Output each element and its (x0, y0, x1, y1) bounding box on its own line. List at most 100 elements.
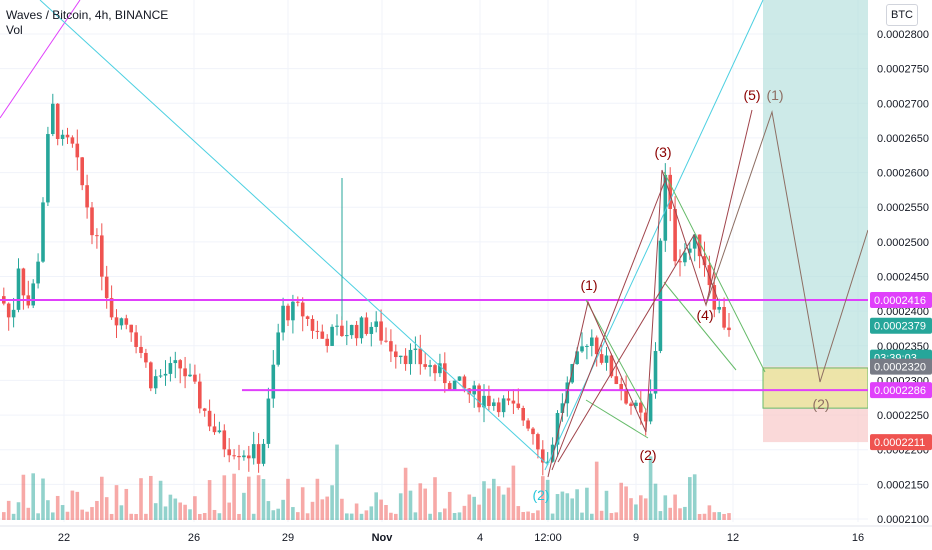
wave-label: (2) (639, 447, 656, 463)
price-label-badge (870, 358, 932, 375)
wave-label: (3) (654, 144, 671, 160)
volume-bar (369, 506, 374, 520)
volume-bar (477, 504, 481, 520)
candle-body (198, 381, 202, 409)
volume-bar (281, 499, 285, 520)
candle-body (16, 268, 21, 310)
candle-body (149, 362, 153, 389)
candle-body (418, 348, 423, 365)
volume-bar (408, 490, 413, 520)
volume-bar (487, 488, 491, 520)
candle-body (158, 375, 163, 377)
magenta-trendline (0, 0, 81, 119)
volume-bar (550, 513, 555, 520)
time-tick-label: 26 (188, 532, 200, 544)
volume-bar (462, 505, 467, 520)
candle-body (163, 373, 168, 376)
candle-body (173, 360, 178, 364)
candle-body (506, 398, 511, 401)
volume-bar (658, 511, 663, 520)
candle-body (349, 324, 354, 336)
candle-body (673, 208, 677, 262)
candle-body (100, 235, 104, 277)
volume-bar (2, 512, 6, 520)
currency-button[interactable]: BTC (886, 4, 918, 26)
volume-bar (403, 467, 408, 520)
price-label-text: 0.0002211 (874, 437, 925, 449)
volume-bar (702, 513, 707, 520)
volume-bar (31, 473, 35, 520)
price-tick-label: 0.0002800 (877, 29, 929, 41)
candle-body (335, 325, 339, 327)
green-channel-line (585, 299, 647, 411)
candle-body (594, 337, 599, 355)
drawing-tools[interactable] (0, 0, 869, 478)
volume-bar (555, 494, 560, 520)
volume-bar (472, 496, 476, 520)
candle-body (60, 134, 65, 139)
candle-body (629, 403, 633, 406)
volume-bar (359, 513, 364, 520)
candle-body (683, 252, 687, 263)
volume-bar (114, 485, 119, 520)
symbol-title[interactable]: Waves / Bitcoin, 4h, BINANCE (6, 8, 169, 22)
volume-indicator-label[interactable]: Vol (6, 23, 23, 37)
volume-bar (521, 511, 525, 520)
maroon-wave-path (551, 177, 667, 471)
volume-bar (624, 486, 628, 520)
candle-body (364, 317, 369, 334)
volume-bar (60, 505, 65, 520)
candle-body (222, 430, 227, 450)
candle-body (614, 376, 619, 385)
candle-body (624, 390, 628, 404)
wave-label: (1) (580, 277, 597, 293)
time-tick-label: 9 (633, 532, 639, 544)
candle-body (580, 346, 584, 352)
candle-body (457, 376, 462, 381)
volume-bar (144, 513, 148, 520)
wave-label: (1) (766, 87, 783, 103)
volume-bar (95, 500, 99, 520)
candle-body (492, 402, 496, 407)
volume-bar (85, 511, 89, 520)
time-axis[interactable]: 22 26 29 Nov 4 12:00 9 12 16 (0, 525, 932, 550)
candle-body (90, 207, 94, 236)
green-channel-line (663, 171, 766, 373)
volume-bar (193, 496, 197, 520)
candle-body (330, 326, 334, 346)
volume-bar (531, 513, 535, 520)
candle-body (227, 449, 231, 456)
volume-bar (482, 481, 486, 520)
brown-forecast-path (705, 110, 869, 383)
volume-bar (673, 494, 677, 520)
volume-bar (692, 474, 697, 520)
price-label-text: 0.0002379 (874, 321, 926, 333)
wave-label: (4) (696, 307, 713, 323)
candle-body (541, 449, 545, 463)
candle-body (379, 321, 383, 341)
candle-body (36, 261, 40, 284)
candle-body (217, 430, 222, 433)
candle-body (496, 402, 501, 413)
chart-legend: Waves / Bitcoin, 4h, BINANCE Vol (6, 8, 168, 38)
volume-bar (271, 510, 276, 520)
volume-bar (90, 507, 94, 520)
price-tick-label: 0.0002250 (877, 410, 929, 422)
cyan-uptrend-line (544, 0, 764, 471)
volume-bar (560, 491, 565, 520)
volume-bar (506, 487, 511, 520)
volume-bar (496, 486, 501, 520)
candle-body (296, 301, 300, 303)
candle-body (320, 331, 325, 339)
volume-bar (153, 503, 158, 520)
volume-bar (354, 503, 359, 520)
time-tick-label: Nov (372, 532, 394, 544)
candle-body (648, 393, 653, 422)
candle-body (144, 352, 148, 363)
volume-bar (139, 478, 143, 520)
volume-bar (173, 498, 178, 520)
volume-bar (46, 500, 50, 520)
volume-bar (340, 498, 344, 520)
price-axis[interactable]: 0.0002800 0.0002750 0.0002700 0.0002650 0.00… (868, 0, 932, 550)
